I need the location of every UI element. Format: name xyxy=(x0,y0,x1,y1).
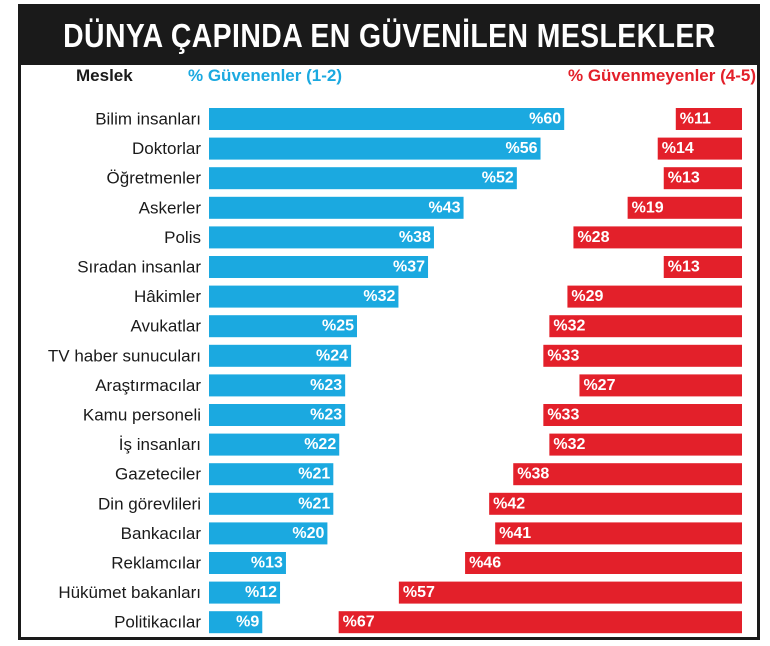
distrust-value-label: %29 xyxy=(571,288,603,305)
category-label: Askerler xyxy=(139,198,202,217)
distrust-bar xyxy=(549,315,742,338)
trust-bar xyxy=(209,285,399,308)
trust-value-label: %60 xyxy=(529,111,561,128)
trust-value-label: %9 xyxy=(236,614,259,631)
chart-title: DÜNYA ÇAPINDA EN GÜVENİLEN MESLEKLER xyxy=(62,17,716,54)
category-label: Hükümet bakanları xyxy=(58,583,201,602)
distrust-bar xyxy=(675,108,742,130)
category-label: Avukatlar xyxy=(130,317,201,336)
distrust-bar xyxy=(663,256,742,278)
category-header: Meslek xyxy=(76,66,133,85)
trust-value-label: %23 xyxy=(310,407,342,424)
distrust-value-label: %28 xyxy=(577,229,609,246)
trust-bar xyxy=(209,374,346,397)
trust-value-label: %32 xyxy=(363,288,395,305)
trust-value-label: %23 xyxy=(310,377,342,394)
trust-value-label: %20 xyxy=(292,525,324,542)
trust-bar xyxy=(209,344,352,367)
distrust-bar xyxy=(543,344,742,367)
category-label: Öğretmenler xyxy=(107,169,202,188)
trust-bar xyxy=(209,167,517,190)
trust-bar xyxy=(209,315,357,338)
trust-bar xyxy=(209,611,263,634)
distrust-value-label: %19 xyxy=(632,199,664,216)
trust-bar xyxy=(209,196,464,219)
category-label: Kamu personeli xyxy=(83,406,201,425)
category-label: TV haber sunucuları xyxy=(48,346,201,365)
trust-value-label: %13 xyxy=(251,555,283,572)
distrust-bar xyxy=(579,374,742,397)
distrust-bar xyxy=(465,552,742,574)
distrust-bar xyxy=(489,492,742,515)
trust-value-label: %38 xyxy=(399,229,431,246)
trust-bar xyxy=(209,433,340,456)
distrust-bar xyxy=(573,226,742,249)
distrust-value-label: %11 xyxy=(680,111,711,128)
distrust-value-label: %13 xyxy=(668,259,700,276)
trust-bar xyxy=(209,226,434,249)
distrust-bar xyxy=(549,433,742,456)
title-bar: DÜNYA ÇAPINDA EN GÜVENİLEN MESLEKLER xyxy=(21,7,757,65)
category-label: Sıradan insanlar xyxy=(77,258,201,277)
trust-value-label: %56 xyxy=(505,140,537,157)
trust-value-label: %43 xyxy=(429,199,461,216)
distrust-value-label: %32 xyxy=(553,436,585,453)
category-label: İş insanları xyxy=(119,435,201,454)
distrust-bar xyxy=(663,167,742,190)
trust-value-label: %37 xyxy=(393,259,425,276)
trust-value-label: %21 xyxy=(298,495,330,512)
distrust-value-label: %67 xyxy=(343,614,375,631)
distrust-value-label: %13 xyxy=(668,170,700,187)
distrust-value-label: %32 xyxy=(553,318,585,335)
distrust-bar xyxy=(567,285,742,308)
category-label: Din görevlileri xyxy=(98,494,201,513)
distrust-value-label: %38 xyxy=(517,466,549,483)
category-label: Gazeteciler xyxy=(115,465,201,484)
distrust-value-label: %33 xyxy=(547,347,579,364)
trust-bar xyxy=(209,256,429,278)
category-label: Bankacılar xyxy=(121,524,202,543)
trust-bar xyxy=(209,581,281,604)
category-label: Doktorlar xyxy=(132,139,201,158)
distrust-bar xyxy=(398,581,742,604)
trust-value-label: %12 xyxy=(245,584,277,601)
distrust-value-label: %27 xyxy=(583,377,615,394)
category-label: Polis xyxy=(164,228,201,247)
distrust-bar xyxy=(543,404,742,426)
distrust-legend: % Güvenmeyenler (4-5) xyxy=(567,66,756,85)
trust-bar xyxy=(209,137,541,160)
category-label: Bilim insanları xyxy=(95,110,201,129)
trust-value-label: %52 xyxy=(482,170,514,187)
distrust-bar xyxy=(338,611,742,634)
trust-bar xyxy=(209,492,334,515)
trust-bar xyxy=(209,522,328,545)
trust-bar xyxy=(209,108,565,130)
trust-bar xyxy=(209,552,286,574)
distrust-value-label: %57 xyxy=(403,584,435,601)
trust-value-label: %24 xyxy=(316,347,348,364)
category-label: Politikacılar xyxy=(114,613,201,632)
trust-value-label: %25 xyxy=(322,318,354,335)
distrust-value-label: %41 xyxy=(499,525,531,542)
distrust-value-label: %42 xyxy=(493,495,525,512)
category-label: Hâkimler xyxy=(134,287,201,306)
trust-legend: % Güvenenler (1-2) xyxy=(188,66,342,85)
distrust-bar xyxy=(657,137,742,160)
distrust-value-label: %33 xyxy=(547,407,579,424)
distrust-value-label: %14 xyxy=(662,140,694,157)
trust-bar xyxy=(209,463,334,486)
distrust-bar xyxy=(495,522,742,545)
category-label: Araştırmacılar xyxy=(95,376,201,395)
distrust-bar xyxy=(513,463,742,486)
trust-value-label: %22 xyxy=(304,436,336,453)
distrust-bar xyxy=(627,196,742,219)
trust-bar xyxy=(209,404,346,426)
distrust-value-label: %46 xyxy=(469,555,501,572)
category-label: Reklamcılar xyxy=(111,554,201,573)
trust-value-label: %21 xyxy=(298,466,330,483)
